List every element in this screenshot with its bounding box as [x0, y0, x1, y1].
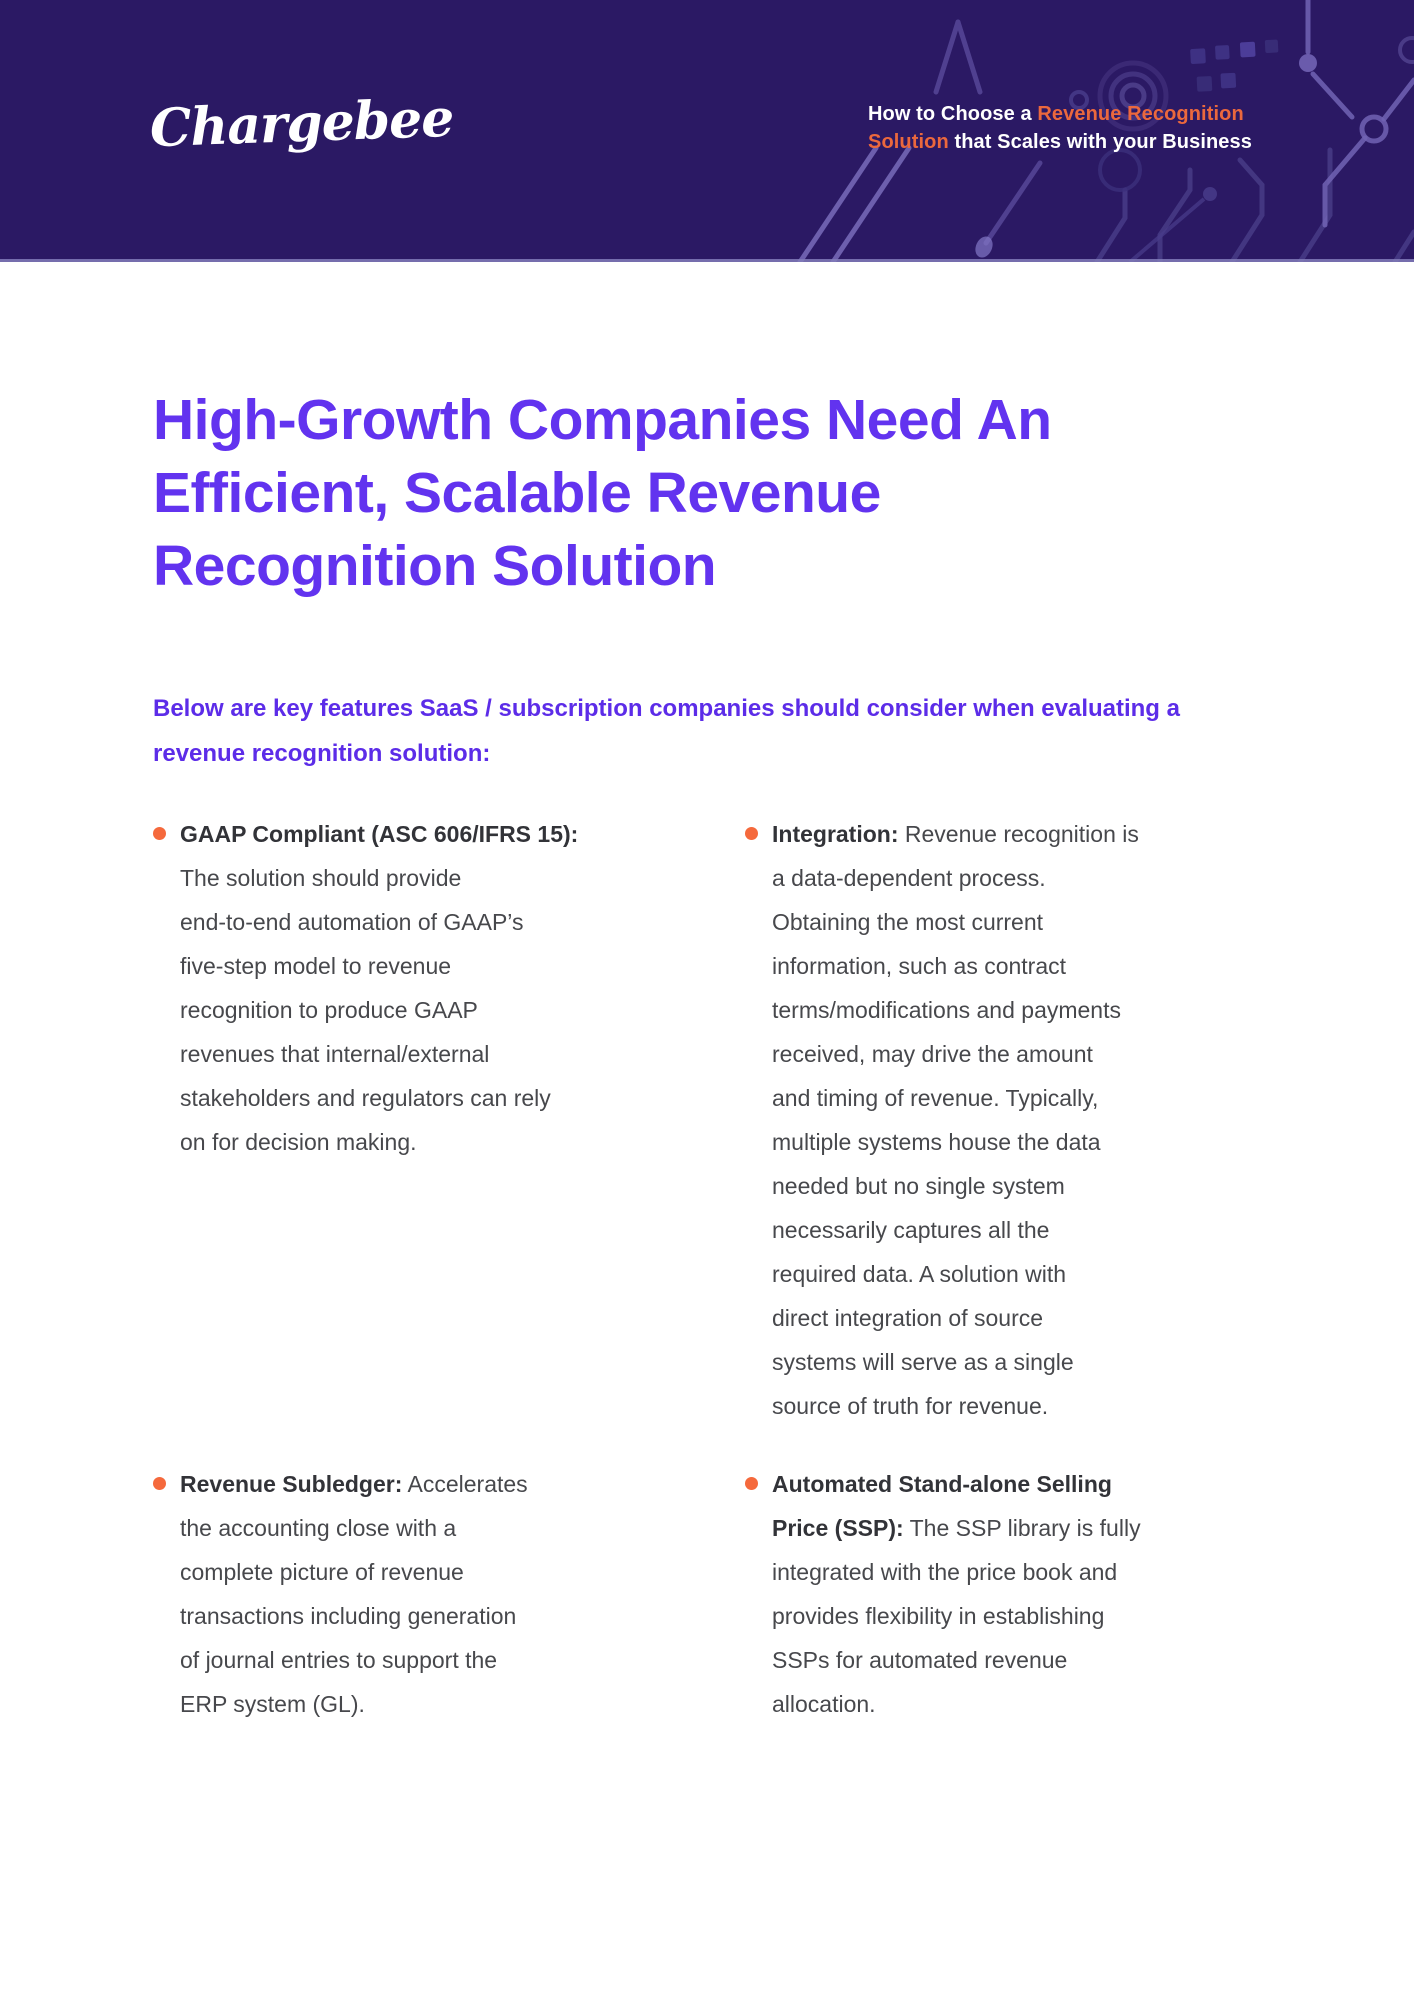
bullet-text-line: Price (SSP): The SSP library is fully	[772, 1515, 1141, 1541]
bullet-text-line: The solution should provide	[180, 865, 462, 891]
bullet-text-line: on for decision making.	[180, 1129, 417, 1155]
chargebee-logo: Chargebee	[149, 87, 455, 160]
bullet-text-line: Automated Stand-alone Selling	[772, 1471, 1112, 1497]
bullet-text-line: ERP system (GL).	[180, 1691, 365, 1717]
bullet-dot-icon	[745, 827, 758, 840]
page-title-line: Recognition Solution	[153, 534, 717, 598]
bullet-text-line: needed but no single system	[772, 1173, 1065, 1199]
bullet-text-line: Revenue Subledger: Accelerates	[180, 1471, 528, 1497]
bullet-text-line: integrated with the price book and	[772, 1559, 1118, 1585]
bullet-item-gaap-compliant: GAAP Compliant (ASC 606/IFRS 15): The sol…	[153, 812, 625, 1428]
page-title-line: High-Growth Companies Need An	[153, 388, 1052, 452]
bullet-text-line: the accounting close with a	[180, 1515, 457, 1541]
bullet-dot-icon	[153, 1477, 166, 1490]
header-bottom-divider	[0, 259, 1414, 262]
page-title: High-Growth Companies Need An Efficient,…	[153, 384, 1273, 603]
bullet-text-line: a data-dependent process.	[772, 865, 1046, 891]
bullet-text-line: five-step model to revenue	[180, 953, 452, 979]
bullet-text-line: information, such as contract	[772, 953, 1067, 979]
bullet-text-line: multiple systems house the data	[772, 1129, 1101, 1155]
bullet-text-line: of journal entries to support the	[180, 1647, 498, 1673]
bullet-text-line: source of truth for revenue.	[772, 1393, 1049, 1419]
bullet-text: Integration: Revenue recognition is a dat…	[772, 812, 1217, 1428]
bullet-text-line: received, may drive the amount	[772, 1041, 1093, 1067]
tagline-line-1: How to Choose a Revenue Recognition	[868, 100, 1252, 128]
bullet-text-line: recognition to produce GAAP	[180, 997, 478, 1023]
circuit-pattern-decoration	[797, 0, 1414, 262]
bullet-text-line: direct integration of source	[772, 1305, 1044, 1331]
tagline-line1-orange: Revenue Recognition	[1037, 103, 1244, 125]
bullet-text-line: GAAP Compliant (ASC 606/IFRS 15):	[180, 821, 579, 847]
bullet-text-line: systems will serve as a single	[772, 1349, 1074, 1375]
header-tagline: How to Choose a Revenue Recognition Solu…	[868, 100, 1252, 156]
feature-bullet-list: GAAP Compliant (ASC 606/IFRS 15): The sol…	[153, 812, 1273, 1726]
tagline-line-2: Solution that Scales with your Business	[868, 128, 1252, 156]
bullet-text-line: Obtaining the most current	[772, 909, 1044, 935]
bullet-text: GAAP Compliant (ASC 606/IFRS 15): The sol…	[180, 812, 625, 1164]
intro-paragraph: Below are key features SaaS / subscripti…	[153, 686, 1273, 776]
bullet-text-line: required data. A solution with	[772, 1261, 1067, 1287]
tagline-line2-orange: Solution	[868, 131, 949, 153]
intro-line: revenue recognition solution:	[153, 740, 491, 767]
bullet-text-line: provides flexibility in establishing	[772, 1603, 1105, 1629]
intro-line: Below are key features SaaS / subscripti…	[153, 695, 1180, 722]
tagline-line1-white: How to Choose a	[868, 103, 1038, 125]
bullet-dot-icon	[153, 827, 166, 840]
bullet-text-line: end-to-end automation of GAAP’s	[180, 909, 524, 935]
tagline-line2-white: that Scales with your Business	[948, 131, 1252, 153]
page-header: Chargebee How to Choose a Revenue Recogn…	[0, 0, 1414, 262]
page-content: High-Growth Companies Need An Efficient,…	[153, 262, 1273, 1726]
bullet-item-revenue-subledger: Revenue Subledger: Accelerates the accoun…	[153, 1462, 625, 1726]
bullet-text-line: complete picture of revenue	[180, 1559, 464, 1585]
bullet-item-automated-ssp: Automated Stand-alone Selling Price (SSP)…	[745, 1462, 1217, 1726]
bullet-text-line: necessarily captures all the	[772, 1217, 1050, 1243]
bullet-text-line: and timing of revenue. Typically,	[772, 1085, 1099, 1111]
bullet-text-line: revenues that internal/external	[180, 1041, 490, 1067]
bullet-text: Automated Stand-alone Selling Price (SSP)…	[772, 1462, 1217, 1726]
bullet-text: Revenue Subledger: Accelerates the accoun…	[180, 1462, 625, 1726]
bullet-item-integration: Integration: Revenue recognition is a dat…	[745, 812, 1217, 1428]
bullet-dot-icon	[745, 1477, 758, 1490]
page-title-line: Efficient, Scalable Revenue	[153, 461, 881, 525]
bullet-text-line: Integration: Revenue recognition is	[772, 821, 1139, 847]
bullet-text-line: SSPs for automated revenue	[772, 1647, 1068, 1673]
bullet-text-line: stakeholders and regulators can rely	[180, 1085, 551, 1111]
bullet-text-line: transactions including generation	[180, 1603, 517, 1629]
bullet-text-line: terms/modifications and payments	[772, 997, 1121, 1023]
bullet-text-line: allocation.	[772, 1691, 876, 1717]
